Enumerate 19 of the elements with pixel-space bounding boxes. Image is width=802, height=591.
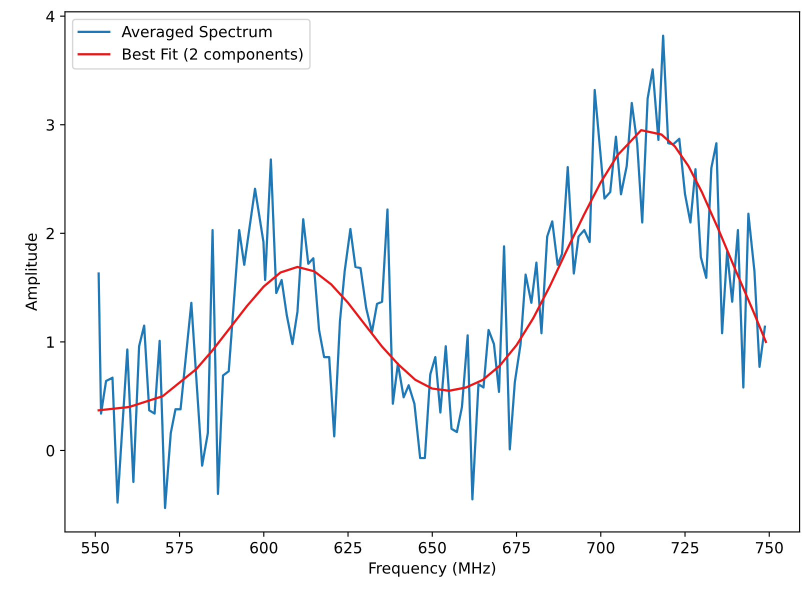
legend-label: Best Fit (2 components) xyxy=(122,48,303,63)
y-tick-label: 1 xyxy=(47,336,54,348)
x-tick-label: 600 xyxy=(250,542,278,554)
x-tick-label: 575 xyxy=(166,542,193,554)
y-tick-label: 3 xyxy=(46,119,54,131)
y-tick-label: 2 xyxy=(46,228,54,240)
y-tick-label: 0 xyxy=(46,444,54,456)
x-tick-label: 700 xyxy=(587,542,614,554)
y-axis-title: Amplitude xyxy=(25,234,40,311)
x-axis-title: Frequency (MHz) xyxy=(370,562,496,577)
x-tick-label: 675 xyxy=(503,542,530,554)
legend-label: Averaged Spectrum xyxy=(122,26,272,40)
x-tick-label: 625 xyxy=(334,542,362,554)
line-series xyxy=(98,129,768,412)
x-tick-label: 725 xyxy=(672,542,698,554)
x-tick-label: 650 xyxy=(418,542,446,554)
x-tick-label: 550 xyxy=(82,542,109,554)
x-tick-label: 750 xyxy=(756,542,783,554)
y-tick-label: 4 xyxy=(46,10,54,22)
